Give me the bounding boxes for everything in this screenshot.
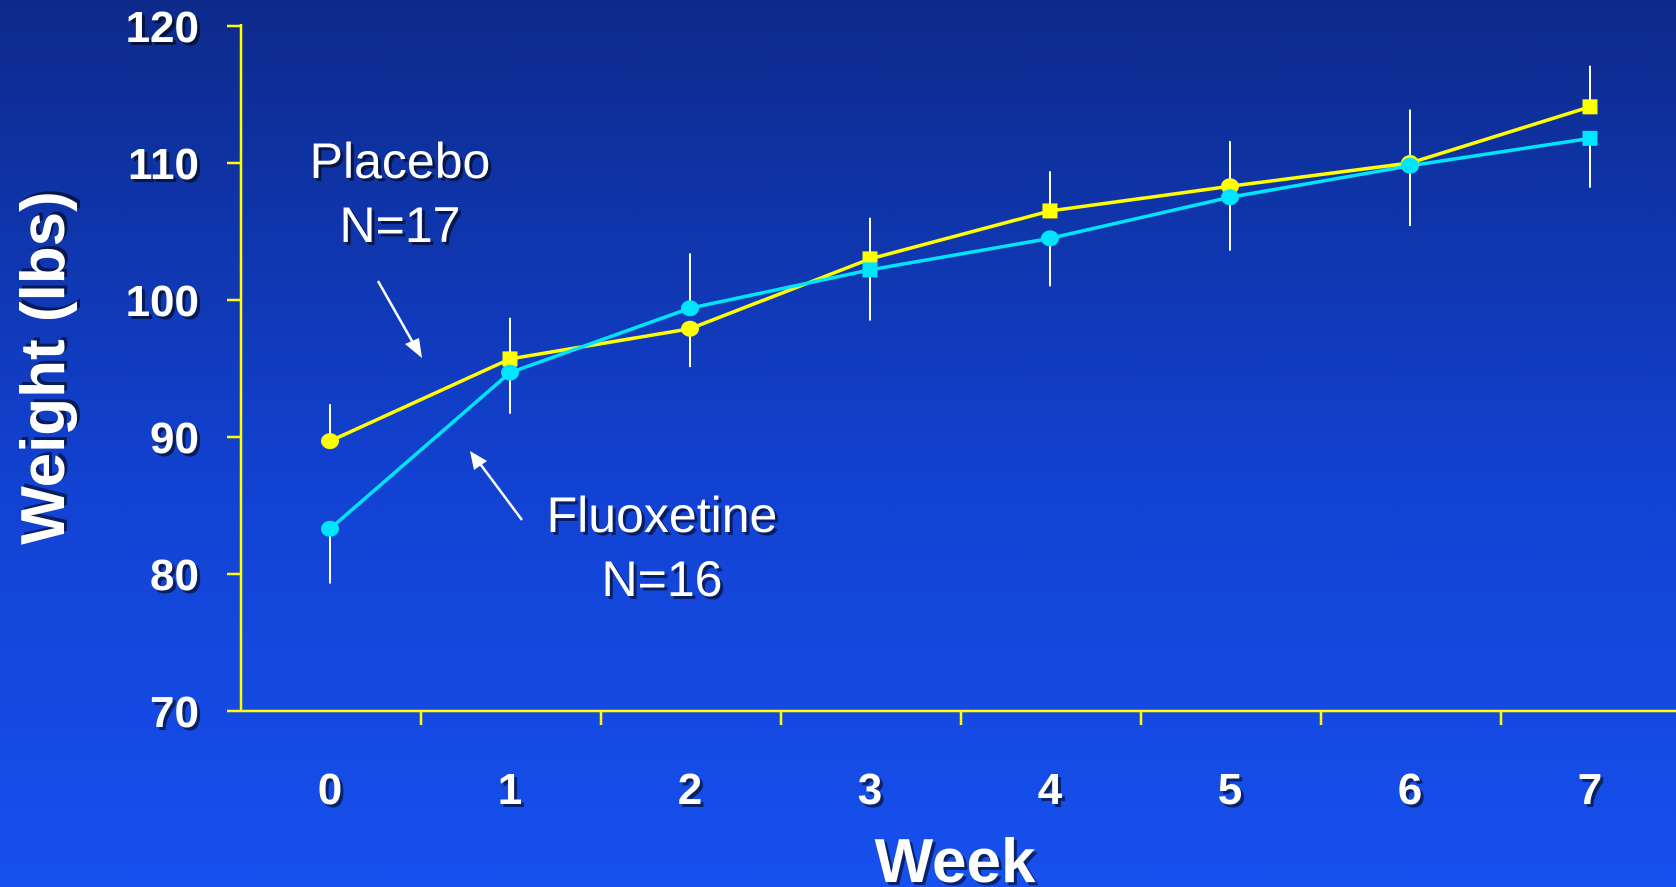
data-point-placebo [1582,99,1598,115]
x-axis-title: Week [875,827,1036,887]
y-tick-label: 90 [150,414,199,463]
y-axis-title: Weight (lbs) [9,191,78,545]
x-tick-label: 7 [1578,765,1602,814]
y-tick-label: 70 [150,688,199,737]
y-tick-label: 110 [128,140,199,189]
data-point-fluoxetine [321,520,339,537]
x-tick-label: 6 [1398,765,1422,814]
data-point-placebo [321,433,339,450]
annotation-placebo-arrow [376,280,422,358]
x-tick-label: 4 [1038,765,1063,814]
data-point-fluoxetine [681,300,699,317]
annotation-placebo-name: Placebo [310,133,491,189]
y-tick-label: 100 [126,277,199,326]
y-tick-label: 80 [150,551,199,600]
annotation-fluoxetine-count: N=16 [602,551,723,607]
data-point-fluoxetine [1582,130,1598,146]
data-point-fluoxetine [862,262,878,278]
series-lines [328,105,1591,531]
error-bars [329,65,1591,584]
data-point-fluoxetine [1401,157,1419,174]
data-point-placebo [1042,203,1058,219]
series-markers [321,99,1598,537]
tick-labels: 70 80 90 100 110 120 0 1 2 3 4 5 6 7 [126,3,1603,814]
x-tick-label: 0 [318,765,342,814]
chart-axes [227,24,1676,725]
annotation-placebo-count: N=17 [340,197,461,253]
annotation-fluoxetine-name: Fluoxetine [547,487,778,543]
y-tick-label: 120 [126,3,199,52]
x-tick-label: 5 [1218,765,1242,814]
series-line-placebo [329,105,1591,443]
data-point-placebo [1221,178,1239,195]
annotation-fluoxetine-arrow [470,451,524,521]
data-point-fluoxetine [1041,230,1059,247]
data-point-fluoxetine [501,364,519,381]
x-tick-label: 3 [858,765,882,814]
annotation-fluoxetine: Fluoxetine N=16 [547,487,778,607]
x-tick-label: 1 [498,765,522,814]
annotation-placebo: Placebo N=17 [310,133,491,253]
series-line-fluoxetine [328,136,1591,531]
data-point-fluoxetine [1221,189,1239,206]
data-point-placebo [681,320,699,337]
data-point-placebo [502,351,518,367]
x-tick-label: 2 [678,765,702,814]
